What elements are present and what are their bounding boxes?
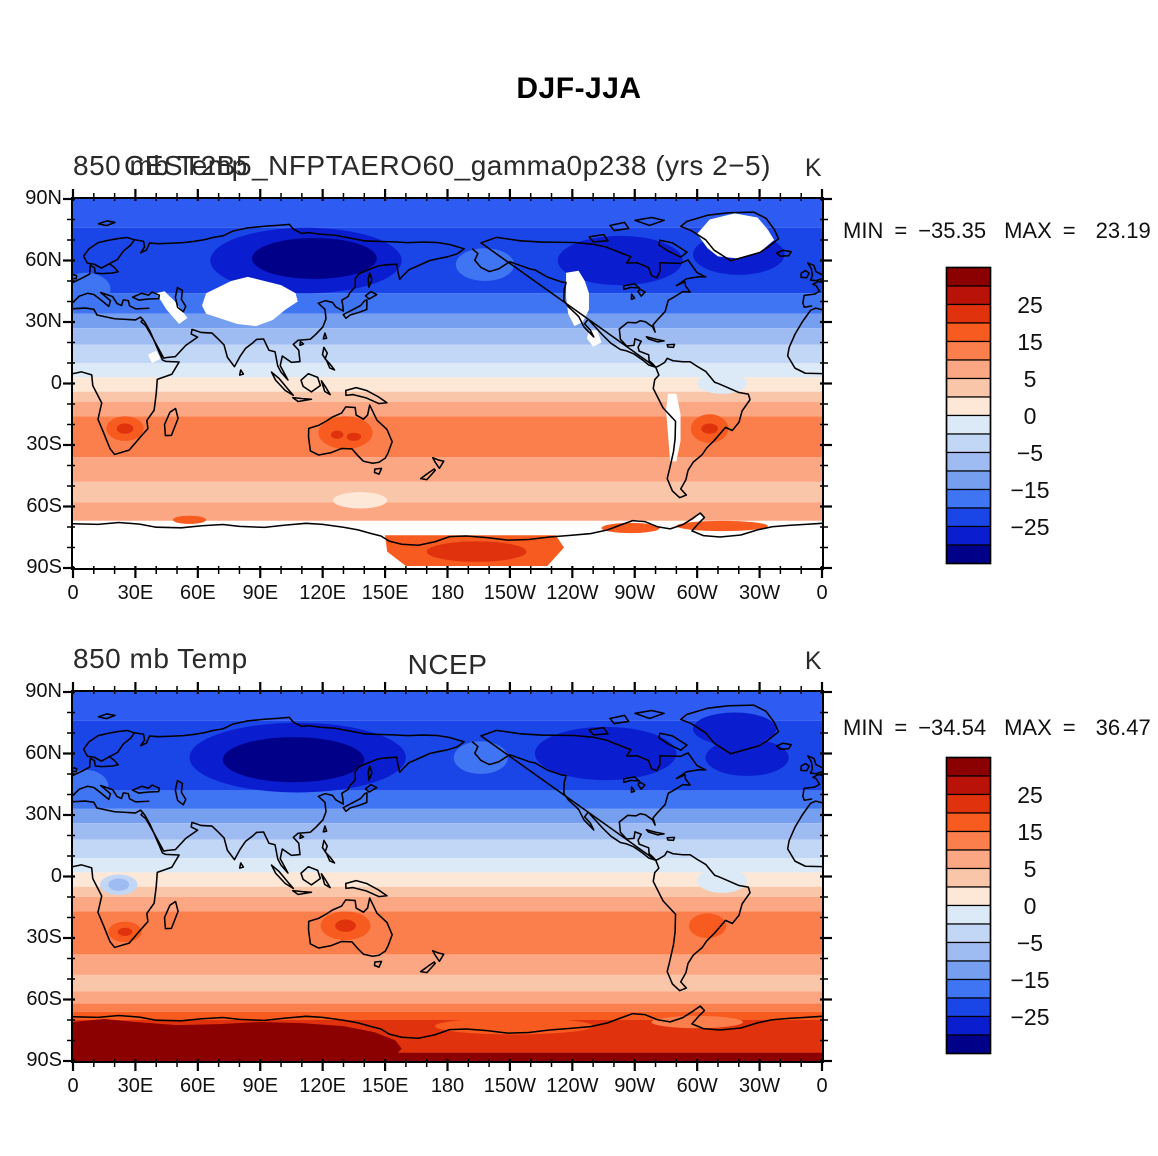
- figure-title: DJF-JJA: [516, 72, 642, 105]
- x-tick-label: 150W: [483, 582, 537, 604]
- colorbar-tick-label: 25: [1017, 291, 1043, 318]
- y-tick-label: 60S: [26, 494, 62, 517]
- panel2-axis-ticks: [63, 682, 832, 1071]
- equals-sign: =: [1062, 218, 1076, 243]
- y-tick-label: 30S: [26, 926, 62, 948]
- x-tick-label: 150E: [361, 582, 409, 604]
- map-canvas-model: [73, 199, 822, 568]
- min-value: −35.35: [918, 218, 987, 243]
- panel1-units-label: K: [804, 154, 822, 182]
- panel2-map-frame: [71, 690, 824, 1063]
- x-tick-label: 90E: [242, 582, 279, 604]
- y-tick-label: 90N: [25, 680, 62, 702]
- x-tick-label: 30E: [117, 582, 154, 604]
- max-value: 23.19: [1095, 218, 1151, 243]
- equals-sign: =: [894, 715, 908, 740]
- colorbar-tick-label: 25: [1017, 781, 1043, 808]
- y-tick-label: 0: [50, 864, 62, 887]
- x-tick-label: 120W: [546, 582, 599, 604]
- x-tick-label: 60E: [180, 1075, 216, 1097]
- x-tick-label: 0: [67, 582, 79, 604]
- x-tick-label: 0: [816, 582, 828, 604]
- max-label: MAX: [1004, 715, 1052, 740]
- equals-sign: =: [894, 218, 908, 243]
- panel1-variable-title: 850 mb Temp: [73, 150, 248, 181]
- panel1-min-max-readout: MIN = −35.35 MAX = 23.19: [843, 218, 1151, 244]
- x-tick-label: 60E: [180, 582, 216, 604]
- x-tick-label: 30W: [739, 1075, 781, 1097]
- min-label: MIN: [843, 218, 884, 243]
- x-tick-label: 60W: [676, 582, 718, 604]
- x-tick-label: 0: [67, 1075, 79, 1097]
- y-tick-label: 0: [50, 371, 62, 394]
- x-tick-label: 150W: [483, 1075, 537, 1097]
- colorbar-tick-label: 15: [1017, 328, 1043, 355]
- min-value: −34.54: [918, 715, 987, 740]
- colorbar-tick-label: 0: [1023, 892, 1037, 919]
- colorbar-tick-label: 5: [1023, 855, 1037, 882]
- max-label: MAX: [1004, 218, 1052, 243]
- x-tick-label: 30E: [117, 1075, 154, 1097]
- equals-sign: =: [1062, 715, 1076, 740]
- panel1-dataset-title: CEST2B5_NFPTAERO60_gamma0p238 (yrs 2−5): [124, 150, 771, 181]
- map-canvas-ncep: [73, 692, 822, 1061]
- x-tick-label: 180: [430, 1075, 465, 1097]
- colorbar-tick-label: −5: [1016, 929, 1044, 956]
- colorbar-tick-label: 5: [1023, 365, 1037, 392]
- panel2-colorbar: [945, 756, 992, 1055]
- panel1-axis-ticks: [63, 189, 832, 578]
- panel2-units-label: K: [804, 647, 822, 675]
- y-tick-label: 90S: [26, 556, 62, 578]
- colorbar-tick-label: 0: [1023, 402, 1037, 429]
- panel2-dataset-title: NCEP: [407, 649, 488, 680]
- panel2-variable-title: 850 mb Temp: [73, 643, 248, 674]
- x-tick-label: 120W: [546, 1075, 599, 1097]
- min-label: MIN: [843, 715, 884, 740]
- x-tick-label: 90W: [614, 1075, 656, 1097]
- x-tick-label: 120E: [299, 1075, 347, 1097]
- y-tick-label: 30N: [25, 310, 62, 332]
- y-tick-label: 90N: [25, 187, 62, 209]
- panel1-map-frame: [71, 197, 824, 570]
- x-tick-label: 60W: [676, 1075, 718, 1097]
- panel2-min-max-readout: MIN = −34.54 MAX = 36.47: [843, 715, 1151, 741]
- x-tick-label: 90E: [242, 1075, 279, 1097]
- x-tick-label: 120E: [299, 582, 347, 604]
- y-tick-label: 60N: [25, 741, 62, 764]
- max-value: 36.47: [1095, 715, 1151, 740]
- y-tick-label: 30N: [25, 803, 62, 825]
- colorbar-tick-label: −15: [1010, 966, 1050, 993]
- y-tick-label: 60N: [25, 248, 62, 271]
- colorbar-tick-label: −25: [1010, 513, 1050, 540]
- x-tick-label: 30W: [739, 582, 781, 604]
- y-tick-label: 30S: [26, 433, 62, 455]
- y-tick-label: 90S: [26, 1049, 62, 1071]
- colorbar-tick-label: −25: [1010, 1003, 1050, 1030]
- colorbar-tick-label: −15: [1010, 476, 1050, 503]
- colorbar-tick-label: 15: [1017, 818, 1043, 845]
- y-tick-label: 60S: [26, 987, 62, 1010]
- x-tick-label: 90W: [614, 582, 656, 604]
- x-tick-label: 150E: [361, 1075, 409, 1097]
- x-tick-label: 0: [816, 1075, 828, 1097]
- panel1-colorbar: [945, 266, 992, 565]
- x-tick-label: 180: [430, 582, 465, 604]
- colorbar-tick-label: −5: [1016, 439, 1044, 466]
